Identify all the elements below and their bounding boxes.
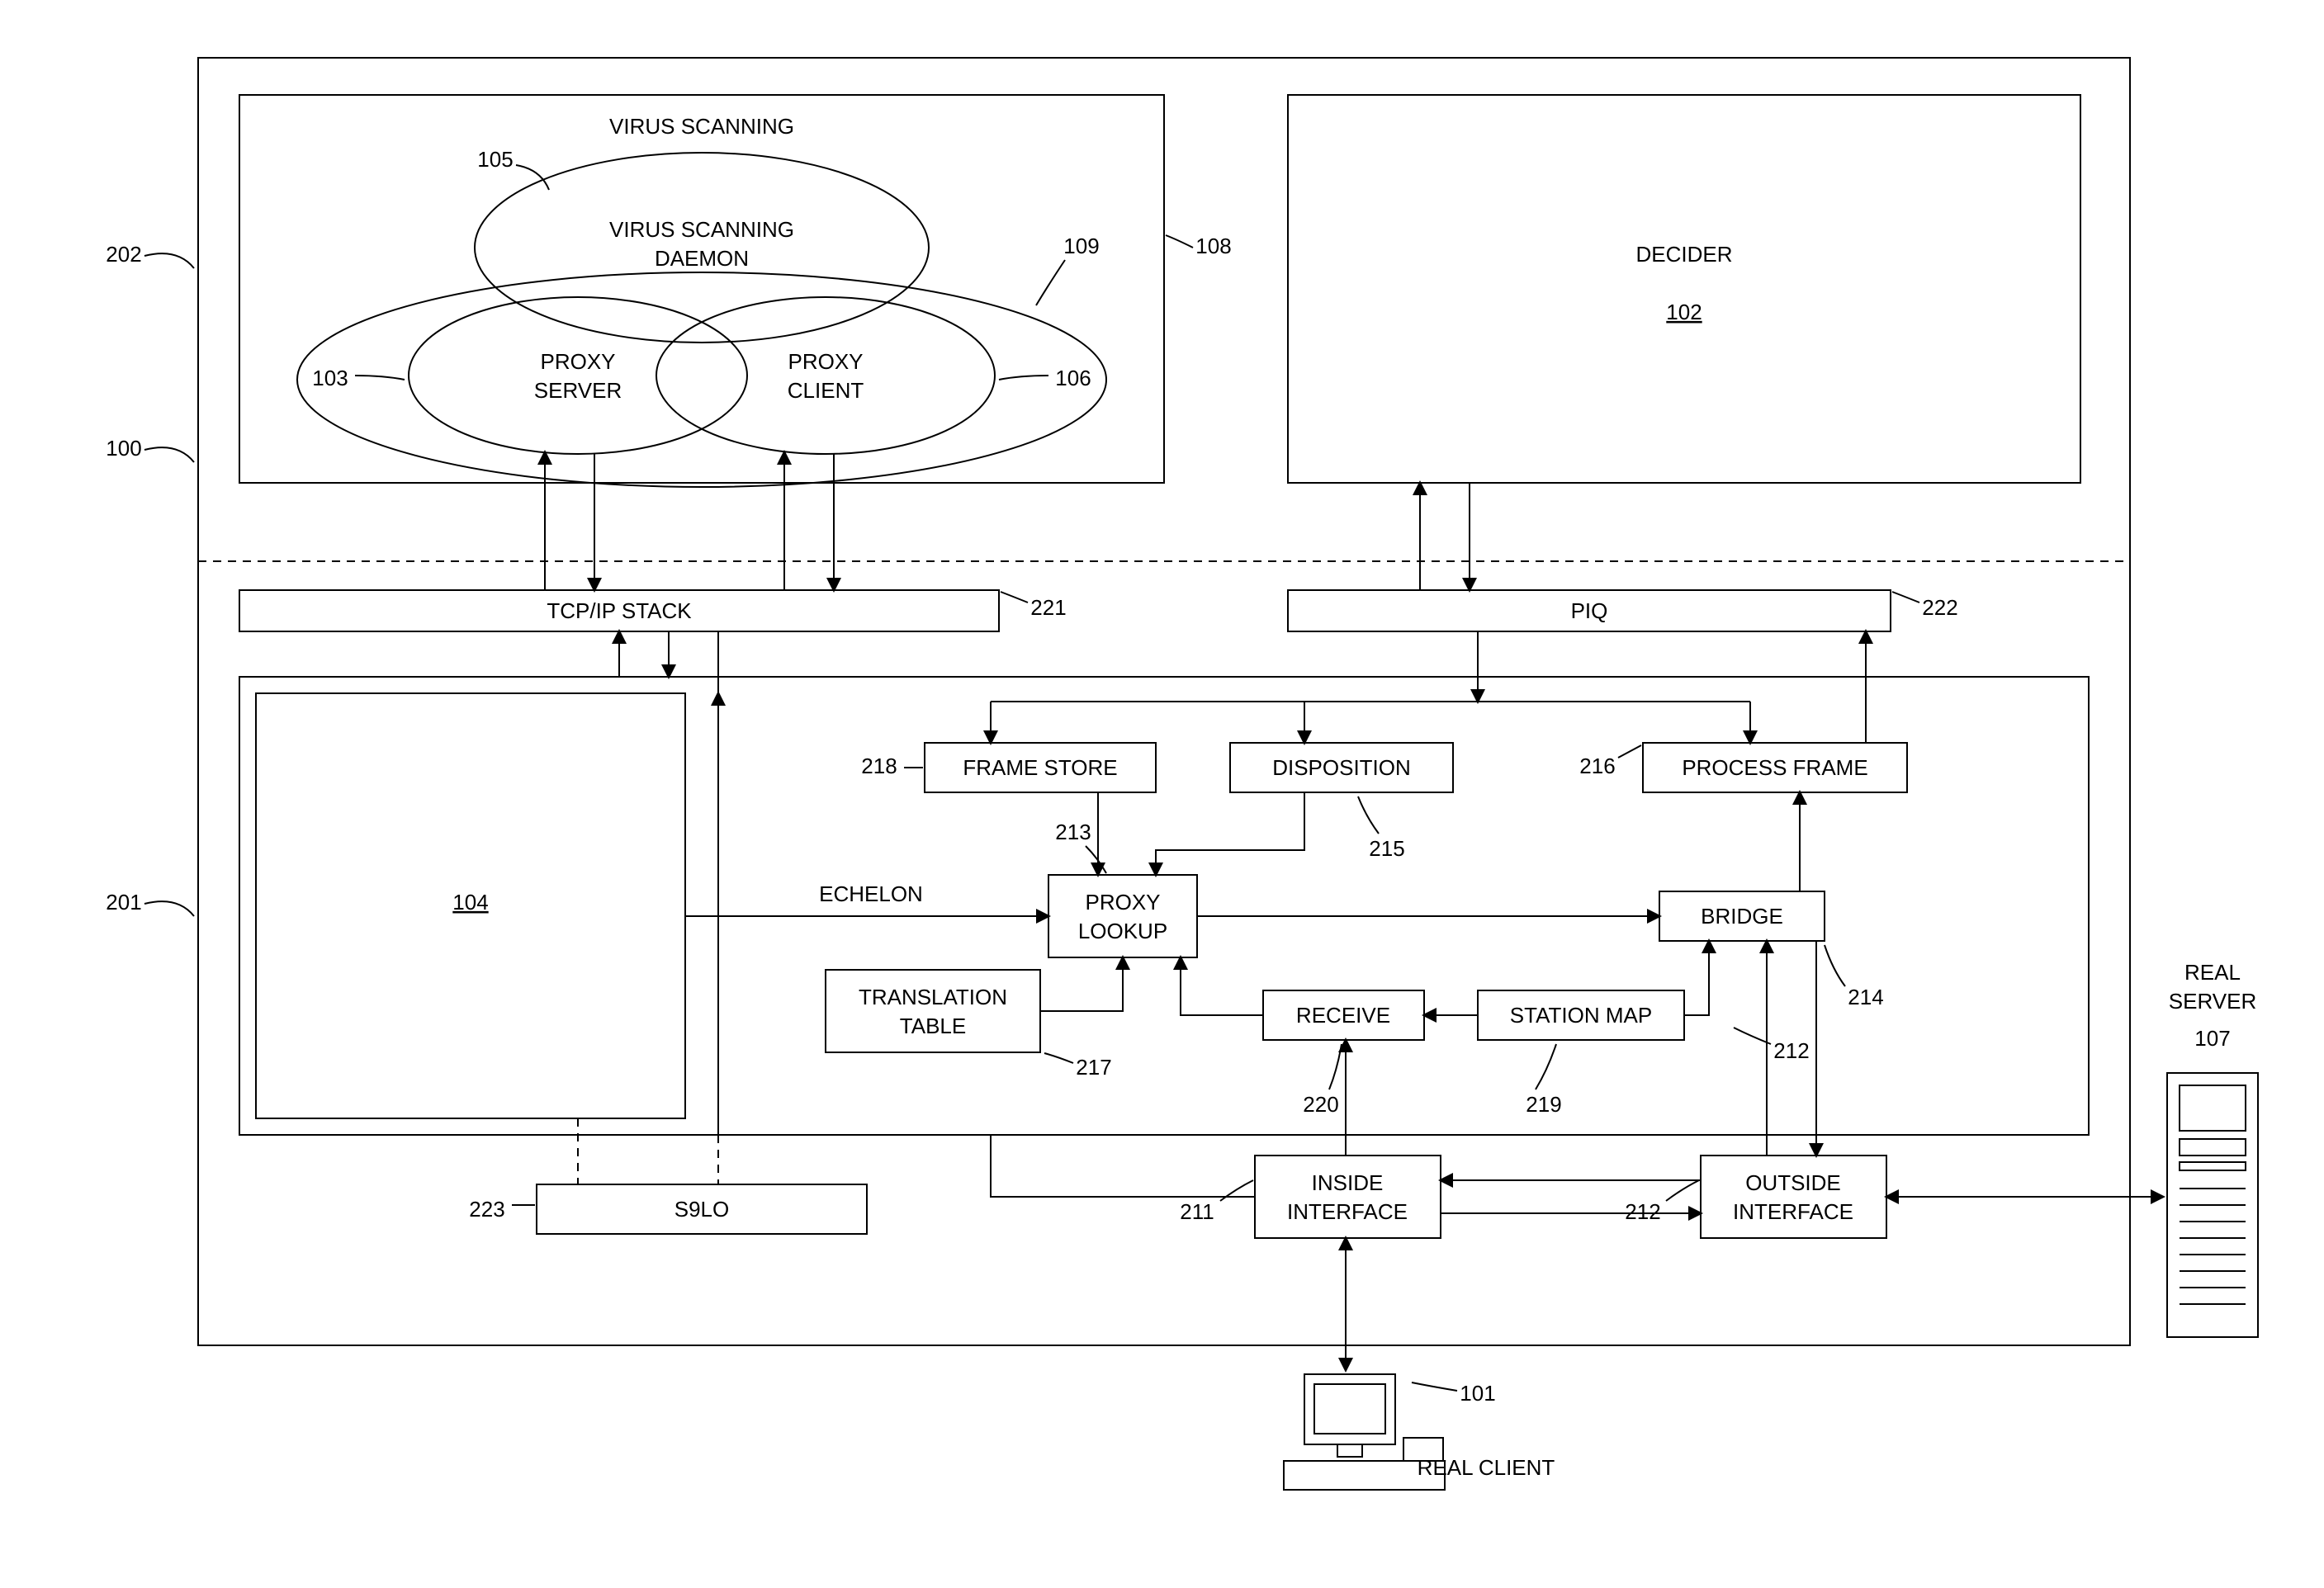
num-103: 103	[312, 366, 348, 390]
proxy-lookup-label-1: PROXY	[1085, 890, 1160, 915]
num-215: 215	[1369, 836, 1404, 861]
decider-label: DECIDER	[1635, 242, 1732, 267]
virus-scanning-title: VIRUS SCANNING	[609, 114, 794, 139]
proxy-lookup-label-2: LOOKUP	[1078, 919, 1167, 943]
arrow-inside-left	[991, 1135, 1255, 1197]
diagram-canvas: VIRUS SCANNING VIRUS SCANNING DAEMON PRO…	[0, 0, 2324, 1588]
inside-if-label-1: INSIDE	[1312, 1170, 1384, 1195]
leader-201	[144, 901, 194, 916]
decider-box	[1288, 95, 2080, 483]
num-201: 201	[106, 890, 141, 915]
num-219: 219	[1526, 1092, 1561, 1117]
s9lo-label: S9LO	[674, 1197, 730, 1222]
num-105: 105	[477, 147, 513, 172]
proxy-client-label-2: CLIENT	[788, 378, 864, 403]
num-216: 216	[1579, 754, 1615, 778]
leader-216	[1618, 745, 1641, 758]
num-109: 109	[1063, 234, 1099, 258]
leader-101	[1412, 1382, 1457, 1391]
leader-100	[144, 447, 194, 462]
leader-212a	[1734, 1028, 1771, 1044]
num-212a: 212	[1773, 1038, 1809, 1063]
frame-store-label: FRAME STORE	[963, 755, 1117, 780]
leader-213	[1086, 846, 1106, 873]
num-217: 217	[1076, 1055, 1111, 1080]
num-107: 107	[2194, 1026, 2230, 1051]
outside-interface-box	[1701, 1156, 1886, 1238]
echelon-label: ECHELON	[819, 881, 923, 906]
blank-num: 104	[452, 890, 488, 915]
real-client-label: REAL CLIENT	[1418, 1455, 1555, 1480]
translation-label-1: TRANSLATION	[859, 985, 1007, 1009]
real-server-label-2: SERVER	[2169, 989, 2256, 1014]
tcpip-label: TCP/IP STACK	[547, 598, 692, 623]
leader-106	[999, 376, 1048, 380]
leader-103	[355, 376, 405, 380]
num-212b: 212	[1625, 1199, 1660, 1224]
proxy-lookup-box	[1048, 875, 1197, 957]
outer-ellipse	[297, 272, 1106, 487]
proxy-client-ellipse	[656, 297, 995, 454]
leader-217	[1044, 1053, 1073, 1063]
num-220: 220	[1303, 1092, 1338, 1117]
disposition-label: DISPOSITION	[1272, 755, 1411, 780]
num-108: 108	[1195, 234, 1231, 258]
num-202: 202	[106, 242, 141, 267]
bridge-label: BRIDGE	[1701, 904, 1783, 929]
proxy-server-ellipse	[409, 297, 747, 454]
leader-105	[516, 165, 549, 190]
num-214: 214	[1848, 985, 1883, 1009]
receive-label: RECEIVE	[1296, 1003, 1390, 1028]
num-100: 100	[106, 436, 141, 461]
daemon-label-2: DAEMON	[655, 246, 749, 271]
decider-num: 102	[1666, 300, 1702, 324]
station-map-label: STATION MAP	[1510, 1003, 1652, 1028]
num-222: 222	[1922, 595, 1957, 620]
inside-interface-box	[1255, 1156, 1441, 1238]
proxy-server-label-1: PROXY	[540, 349, 615, 374]
translation-label-2: TABLE	[900, 1014, 966, 1038]
leader-109	[1036, 260, 1065, 305]
num-106: 106	[1055, 366, 1091, 390]
translation-table-box	[826, 970, 1040, 1052]
arrow-translation-to-proxy	[1040, 957, 1123, 1011]
num-221: 221	[1030, 595, 1066, 620]
proxy-client-label-1: PROXY	[788, 349, 863, 374]
outside-if-label-2: INTERFACE	[1733, 1199, 1853, 1224]
leader-220	[1329, 1044, 1342, 1089]
arrow-receive-to-proxy	[1181, 957, 1263, 1015]
server-icon	[2167, 1073, 2258, 1337]
arrow-disposition-to-proxy	[1156, 792, 1304, 875]
process-frame-label: PROCESS FRAME	[1682, 755, 1867, 780]
leader-202	[144, 253, 194, 268]
arrow-station-to-bridge	[1684, 941, 1709, 1015]
leader-222	[1892, 592, 1919, 603]
kernel-box	[239, 677, 2089, 1135]
leader-212b	[1666, 1180, 1699, 1201]
piq-label: PIQ	[1571, 598, 1608, 623]
daemon-label-1: VIRUS SCANNING	[609, 217, 794, 242]
num-218: 218	[861, 754, 897, 778]
leader-214	[1825, 945, 1845, 986]
num-101: 101	[1460, 1381, 1495, 1406]
leader-215	[1358, 796, 1379, 834]
leader-219	[1536, 1044, 1556, 1089]
num-223: 223	[469, 1197, 504, 1222]
leader-221	[1001, 592, 1028, 603]
num-211: 211	[1180, 1199, 1214, 1224]
leader-108	[1166, 235, 1193, 248]
leader-211	[1220, 1180, 1253, 1201]
num-213: 213	[1055, 820, 1091, 844]
outside-if-label-1: OUTSIDE	[1745, 1170, 1841, 1195]
inside-if-label-2: INTERFACE	[1287, 1199, 1408, 1224]
proxy-server-label-2: SERVER	[534, 378, 622, 403]
real-server-label-1: REAL	[2184, 960, 2241, 985]
